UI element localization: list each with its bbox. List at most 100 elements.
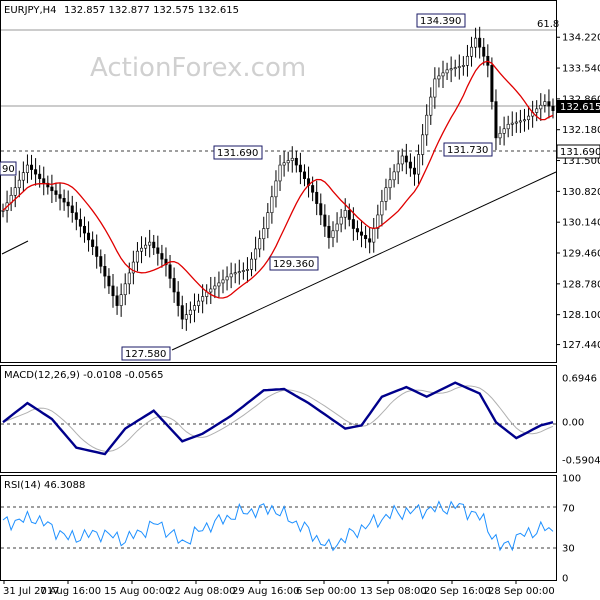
candle (184, 303, 188, 331)
candle (286, 151, 290, 172)
candle (225, 266, 229, 291)
candle (34, 158, 38, 186)
price-tick-label: 133.540 (562, 64, 600, 75)
candle (368, 227, 372, 254)
time-tick-label: 7 Aug 16:00 (40, 586, 101, 597)
candle (221, 269, 225, 294)
candle (498, 126, 502, 145)
candle (250, 252, 254, 277)
candle (278, 155, 282, 191)
candle (17, 170, 21, 198)
candle (465, 44, 469, 77)
candle (441, 60, 445, 89)
candle (241, 262, 245, 280)
candle (254, 236, 258, 272)
candle (237, 259, 241, 285)
candle (531, 100, 535, 128)
candle (421, 124, 425, 166)
rsi-tick-label: 70 (562, 504, 575, 515)
svg-text:132.615: 132.615 (560, 102, 600, 113)
candle (311, 176, 315, 202)
candle (46, 175, 50, 195)
time-tick-label: 20 Sep 16:00 (424, 586, 491, 597)
candle (21, 161, 25, 192)
rsi-tick-label: 0 (562, 574, 568, 585)
candle (78, 208, 82, 238)
candle (535, 100, 539, 122)
candle (197, 293, 201, 313)
price-axis: 134.220 133.540 132.860 132.180 131.500 130.8… (556, 33, 600, 351)
candle (123, 273, 127, 306)
price-panel (0, 0, 557, 363)
candle (364, 225, 368, 249)
macd-axis: 0.6946 0.00 -0.5904 (562, 373, 600, 466)
rsi-panel (0, 475, 557, 581)
level-price-tag: 131.690 (556, 144, 600, 159)
svg-text:129.360: 129.360 (273, 259, 314, 270)
time-tick-label: 28 Sep 00:00 (488, 586, 555, 597)
candle (164, 247, 168, 277)
rsi-axis: 100 70 30 0 (562, 474, 581, 585)
candle (527, 106, 531, 130)
candle (245, 257, 249, 283)
time-tick-label: 6 Sep 00:00 (296, 586, 356, 597)
candle (205, 284, 209, 305)
candle (453, 59, 457, 77)
time-tick-label: 29 Aug 16:00 (232, 586, 299, 597)
price-tick-label: 128.100 (562, 310, 600, 321)
candle (262, 216, 266, 251)
candle (445, 62, 449, 80)
candle (502, 116, 506, 146)
candle (347, 203, 351, 227)
candle (518, 109, 522, 133)
candle (103, 254, 107, 289)
candle (99, 249, 103, 274)
price-tick-label: 134.220 (562, 33, 600, 44)
rsi-line (2, 500, 554, 552)
candle (180, 295, 184, 330)
candle (539, 93, 543, 121)
candle (74, 201, 78, 231)
candle (482, 37, 486, 66)
candle (319, 193, 323, 226)
svg-text:131.690: 131.690 (217, 148, 258, 159)
candle (315, 180, 319, 216)
candle (209, 276, 213, 304)
candle (148, 229, 152, 258)
candle (331, 221, 335, 248)
fib-label: 61.8 (537, 19, 559, 30)
candle (258, 230, 262, 258)
candle (461, 56, 465, 76)
candle (494, 89, 498, 151)
macd-tick-label: 0.6946 (562, 373, 597, 384)
candle (87, 221, 91, 252)
moving-average-line (2, 60, 554, 299)
candle (172, 267, 176, 303)
candle (433, 67, 437, 109)
candle (66, 190, 70, 218)
symbol-label: EURJPY,H4 (4, 5, 57, 16)
svg-text:127.580: 127.580 (125, 349, 166, 360)
annotation-129-360: 129.360 (269, 256, 319, 271)
candle (156, 235, 160, 266)
candle (9, 187, 13, 212)
time-tick-label: 15 Aug 00:00 (104, 586, 171, 597)
candle (217, 271, 221, 298)
svg-text:131.730: 131.730 (447, 145, 488, 156)
candle (91, 231, 95, 256)
candle (514, 112, 518, 133)
candle (54, 183, 58, 202)
candle (522, 108, 526, 132)
annotation-127-580: 127.580 (121, 346, 171, 361)
time-tick-label: 13 Sep 08:00 (360, 586, 427, 597)
price-tick-label: 132.860 (562, 94, 600, 105)
candle (355, 220, 359, 241)
candle (213, 276, 217, 299)
candle (543, 94, 547, 113)
macd-line (2, 381, 554, 456)
candle (115, 286, 119, 315)
macd-panel (0, 365, 557, 473)
price-tick-label: 130.820 (562, 187, 600, 198)
candle (449, 56, 453, 83)
